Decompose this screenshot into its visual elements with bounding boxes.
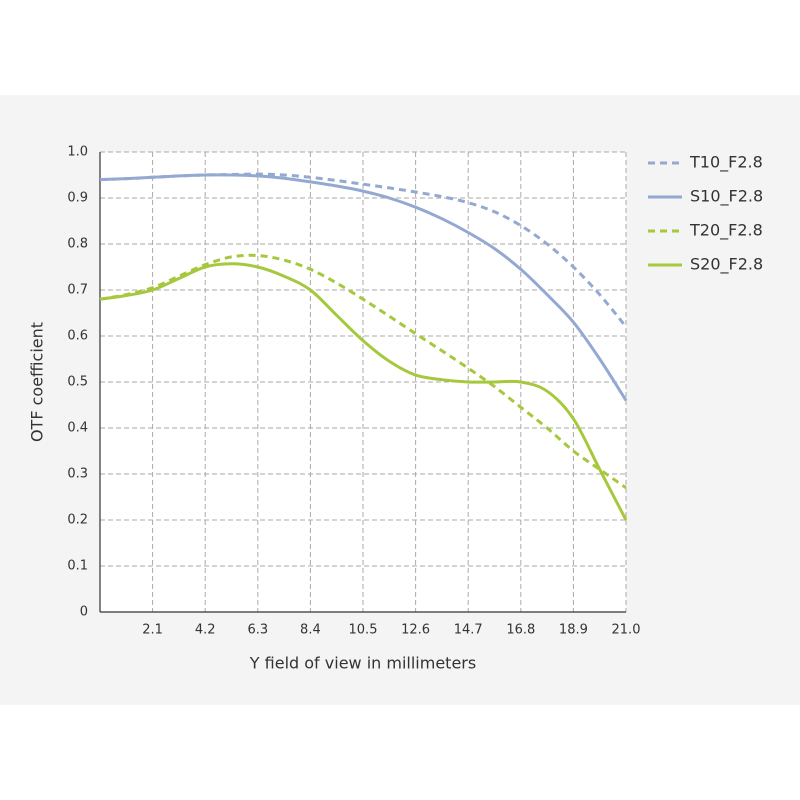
- line-series: [99, 262, 628, 521]
- y-tick-label: 0.2: [67, 513, 88, 528]
- legend-label: T20_F2.8: [689, 221, 763, 241]
- x-tick-label: 18.9: [559, 623, 588, 638]
- legend-label: S10_F2.8: [690, 187, 763, 207]
- legend-label: T10_F2.8: [689, 153, 763, 173]
- y-tick-label: 0.8: [67, 237, 88, 252]
- x-tick-label: 8.4: [300, 623, 321, 638]
- x-tick-label: 4.2: [195, 623, 216, 638]
- y-tick-label: 0.7: [67, 283, 88, 298]
- line-series: [99, 173, 628, 402]
- y-tick-label: 0.3: [67, 467, 88, 482]
- y-tick-label: 0.1: [67, 559, 88, 574]
- x-axis-label: Y field of view in millimeters: [249, 654, 476, 673]
- x-tick-label: 10.5: [349, 623, 378, 638]
- y-tick-label: 0.6: [67, 329, 88, 344]
- x-tick-label: 21.0: [612, 623, 641, 638]
- y-tick-label: 0.5: [67, 375, 88, 390]
- y-tick-label: 0: [80, 605, 88, 620]
- y-tick-label: 0.4: [67, 421, 88, 436]
- y-axis-label: OTF coefficient: [28, 322, 47, 442]
- y-tick-label: 0.9: [67, 191, 88, 206]
- x-tick-label: 14.7: [454, 623, 483, 638]
- x-tick-label: 12.6: [401, 623, 430, 638]
- x-tick-label: 6.3: [247, 623, 268, 638]
- line-series: [99, 253, 627, 490]
- legend-label: S20_F2.8: [690, 255, 763, 275]
- y-tick-label: 1.0: [67, 145, 88, 160]
- x-tick-label: 2.1: [142, 623, 163, 638]
- x-tick-label: 16.8: [506, 623, 535, 638]
